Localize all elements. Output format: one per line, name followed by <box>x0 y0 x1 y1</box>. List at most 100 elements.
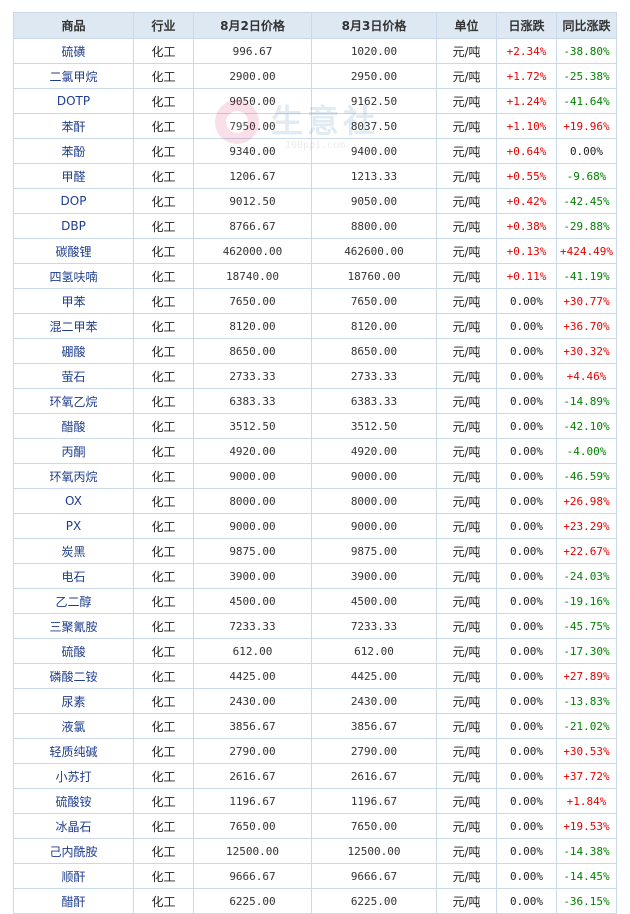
cell-name[interactable]: 甲苯 <box>13 288 134 314</box>
cell-price-aug3: 462600.00 <box>311 238 437 264</box>
cell-unit: 元/吨 <box>436 588 497 614</box>
cell-name[interactable]: 二氯甲烷 <box>13 63 134 89</box>
cell-daily-change: 0.00% <box>496 488 557 514</box>
cell-unit: 元/吨 <box>436 813 497 839</box>
cell-name[interactable]: 尿素 <box>13 688 134 714</box>
cell-name[interactable]: 甲醛 <box>13 163 134 189</box>
col-header-price-aug2[interactable]: 8月2日价格 <box>193 12 312 39</box>
cell-name[interactable]: DOP <box>13 188 134 214</box>
cell-name[interactable]: 冰晶石 <box>13 813 134 839</box>
cell-yoy-change: -21.02% <box>556 713 617 739</box>
table-row: 苯酐 化工 7950.00 8037.50 元/吨 +1.10% +19.96% <box>13 113 617 139</box>
cell-price-aug2: 12500.00 <box>193 838 312 864</box>
table-row: 混二甲苯 化工 8120.00 8120.00 元/吨 0.00% +36.70% <box>13 313 617 339</box>
cell-name[interactable]: 丙酮 <box>13 438 134 464</box>
cell-unit: 元/吨 <box>436 863 497 889</box>
col-header-unit[interactable]: 单位 <box>436 12 497 39</box>
table-row: 尿素 化工 2430.00 2430.00 元/吨 0.00% -13.83% <box>13 688 617 714</box>
cell-daily-change: 0.00% <box>496 613 557 639</box>
cell-name[interactable]: 混二甲苯 <box>13 313 134 339</box>
cell-daily-change: 0.00% <box>496 463 557 489</box>
table-body: 硫磺 化工 996.67 1020.00 元/吨 +2.34% -38.80% 二氯甲烷 化工 2… <box>13 38 617 914</box>
cell-name[interactable]: 环氧乙烷 <box>13 388 134 414</box>
col-header-yoy-change[interactable]: 同比涨跌 <box>556 12 617 39</box>
col-header-daily-change[interactable]: 日涨跌 <box>496 12 557 39</box>
cell-yoy-change: +27.89% <box>556 663 617 689</box>
cell-name[interactable]: 小苏打 <box>13 763 134 789</box>
cell-name[interactable]: 萤石 <box>13 363 134 389</box>
cell-name[interactable]: 三聚氰胺 <box>13 613 134 639</box>
cell-name[interactable]: 乙二醇 <box>13 588 134 614</box>
cell-industry: 化工 <box>133 438 194 464</box>
cell-industry: 化工 <box>133 513 194 539</box>
cell-name[interactable]: DOTP <box>13 88 134 114</box>
cell-unit: 元/吨 <box>436 463 497 489</box>
cell-price-aug2: 9050.00 <box>193 88 312 114</box>
cell-name[interactable]: 硼酸 <box>13 338 134 364</box>
cell-unit: 元/吨 <box>436 713 497 739</box>
cell-name[interactable]: 四氢呋喃 <box>13 263 134 289</box>
col-header-name[interactable]: 商品 <box>13 12 134 39</box>
table-row: 醋酸 化工 3512.50 3512.50 元/吨 0.00% -42.10% <box>13 413 617 439</box>
cell-name[interactable]: 苯酚 <box>13 138 134 164</box>
cell-name[interactable]: 苯酐 <box>13 113 134 139</box>
cell-name[interactable]: 醋酸 <box>13 413 134 439</box>
col-header-industry[interactable]: 行业 <box>133 12 194 39</box>
cell-unit: 元/吨 <box>436 638 497 664</box>
cell-price-aug3: 9000.00 <box>311 513 437 539</box>
cell-price-aug2: 8766.67 <box>193 213 312 239</box>
cell-name[interactable]: 硫磺 <box>13 38 134 64</box>
price-table: 商品 行业 8月2日价格 8月3日价格 单位 日涨跌 同比涨跌 硫磺 化工 996.… <box>13 12 617 914</box>
cell-industry: 化工 <box>133 188 194 214</box>
cell-price-aug3: 2430.00 <box>311 688 437 714</box>
cell-price-aug3: 3512.50 <box>311 413 437 439</box>
table-row: 己内酰胺 化工 12500.00 12500.00 元/吨 0.00% -14.38% <box>13 838 617 864</box>
cell-yoy-change: +37.72% <box>556 763 617 789</box>
cell-name[interactable]: 顺酐 <box>13 863 134 889</box>
col-header-price-aug3[interactable]: 8月3日价格 <box>311 12 437 39</box>
table-row: 硫酸铵 化工 1196.67 1196.67 元/吨 0.00% +1.84% <box>13 788 617 814</box>
cell-name[interactable]: 轻质纯碱 <box>13 738 134 764</box>
cell-price-aug2: 996.67 <box>193 38 312 64</box>
cell-name[interactable]: 电石 <box>13 563 134 589</box>
cell-unit: 元/吨 <box>436 188 497 214</box>
cell-unit: 元/吨 <box>436 113 497 139</box>
cell-name[interactable]: 硫酸 <box>13 638 134 664</box>
cell-unit: 元/吨 <box>436 213 497 239</box>
cell-yoy-change: -14.45% <box>556 863 617 889</box>
cell-yoy-change: -42.45% <box>556 188 617 214</box>
cell-name[interactable]: DBP <box>13 213 134 239</box>
cell-price-aug3: 4920.00 <box>311 438 437 464</box>
cell-name[interactable]: 炭黑 <box>13 538 134 564</box>
cell-yoy-change: +30.77% <box>556 288 617 314</box>
cell-industry: 化工 <box>133 713 194 739</box>
cell-price-aug2: 8000.00 <box>193 488 312 514</box>
cell-industry: 化工 <box>133 638 194 664</box>
cell-name[interactable]: 环氧丙烷 <box>13 463 134 489</box>
cell-price-aug2: 2733.33 <box>193 363 312 389</box>
cell-price-aug2: 4500.00 <box>193 588 312 614</box>
cell-name[interactable]: 磷酸二铵 <box>13 663 134 689</box>
cell-daily-change: 0.00% <box>496 713 557 739</box>
cell-name[interactable]: PX <box>13 513 134 539</box>
cell-industry: 化工 <box>133 63 194 89</box>
cell-daily-change: 0.00% <box>496 888 557 914</box>
cell-price-aug2: 9000.00 <box>193 513 312 539</box>
cell-industry: 化工 <box>133 138 194 164</box>
table-row: 二氯甲烷 化工 2900.00 2950.00 元/吨 +1.72% -25.38% <box>13 63 617 89</box>
cell-name[interactable]: OX <box>13 488 134 514</box>
cell-price-aug2: 3856.67 <box>193 713 312 739</box>
cell-industry: 化工 <box>133 463 194 489</box>
cell-price-aug3: 8120.00 <box>311 313 437 339</box>
cell-price-aug3: 6383.33 <box>311 388 437 414</box>
cell-daily-change: 0.00% <box>496 638 557 664</box>
table-row: 硫磺 化工 996.67 1020.00 元/吨 +2.34% -38.80% <box>13 38 617 64</box>
cell-price-aug3: 9162.50 <box>311 88 437 114</box>
cell-name[interactable]: 醋酐 <box>13 888 134 914</box>
cell-name[interactable]: 己内酰胺 <box>13 838 134 864</box>
cell-name[interactable]: 硫酸铵 <box>13 788 134 814</box>
cell-name[interactable]: 碳酸锂 <box>13 238 134 264</box>
cell-unit: 元/吨 <box>436 138 497 164</box>
cell-name[interactable]: 液氯 <box>13 713 134 739</box>
cell-price-aug2: 7950.00 <box>193 113 312 139</box>
